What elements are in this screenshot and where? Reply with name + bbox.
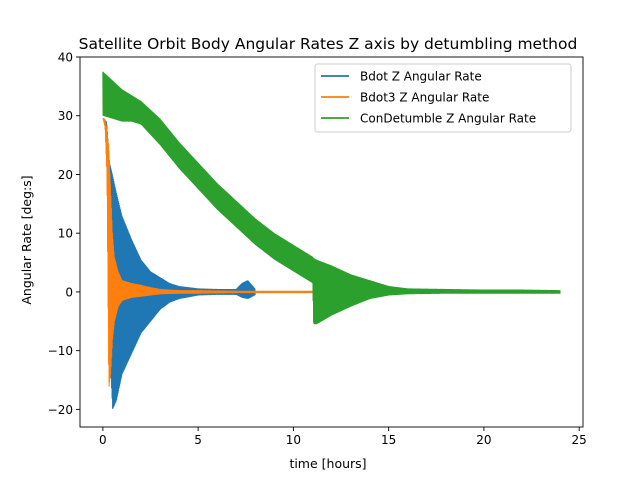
y-tick-label-1: −10 (48, 344, 73, 358)
x-axis-label: time [hours] (289, 456, 366, 471)
plot-frame (79, 56, 584, 428)
legend-box (314, 63, 572, 133)
series-line-1 (102, 118, 314, 387)
x-tick-label-1: 5 (194, 433, 202, 447)
y-axis: −20 −10 0 10 20 30 40 (48, 51, 80, 417)
series-line-2 (102, 71, 561, 325)
x-tick-label-5: 25 (572, 433, 587, 447)
y-tick-label-4: 20 (58, 168, 73, 182)
legend: Bdot Z Angular Rate Bdot3 Z Angular Rate C… (314, 63, 572, 133)
chart-title: Satellite Orbit Body Angular Rates Z axi… (79, 35, 578, 53)
y-tick-label-0: −20 (48, 403, 73, 417)
y-tick-label-3: 10 (58, 227, 73, 241)
legend-label-2: ConDetumble Z Angular Rate (360, 112, 536, 126)
legend-label-1: Bdot3 Z Angular Rate (360, 91, 489, 105)
y-tick-label-2: 0 (65, 285, 73, 299)
plot-area (79, 56, 584, 428)
x-tick-label-0: 0 (99, 433, 107, 447)
x-axis: 0 5 10 15 20 25 (99, 427, 587, 447)
x-tick-label-3: 15 (381, 433, 396, 447)
x-tick-label-4: 20 (476, 433, 491, 447)
y-axis-label: Angular Rate [deg:s] (19, 175, 34, 304)
y-tick-label-5: 30 (58, 109, 73, 123)
y-tick-label-6: 40 (58, 51, 73, 65)
x-tick-label-2: 10 (286, 433, 301, 447)
legend-label-0: Bdot Z Angular Rate (360, 70, 482, 84)
